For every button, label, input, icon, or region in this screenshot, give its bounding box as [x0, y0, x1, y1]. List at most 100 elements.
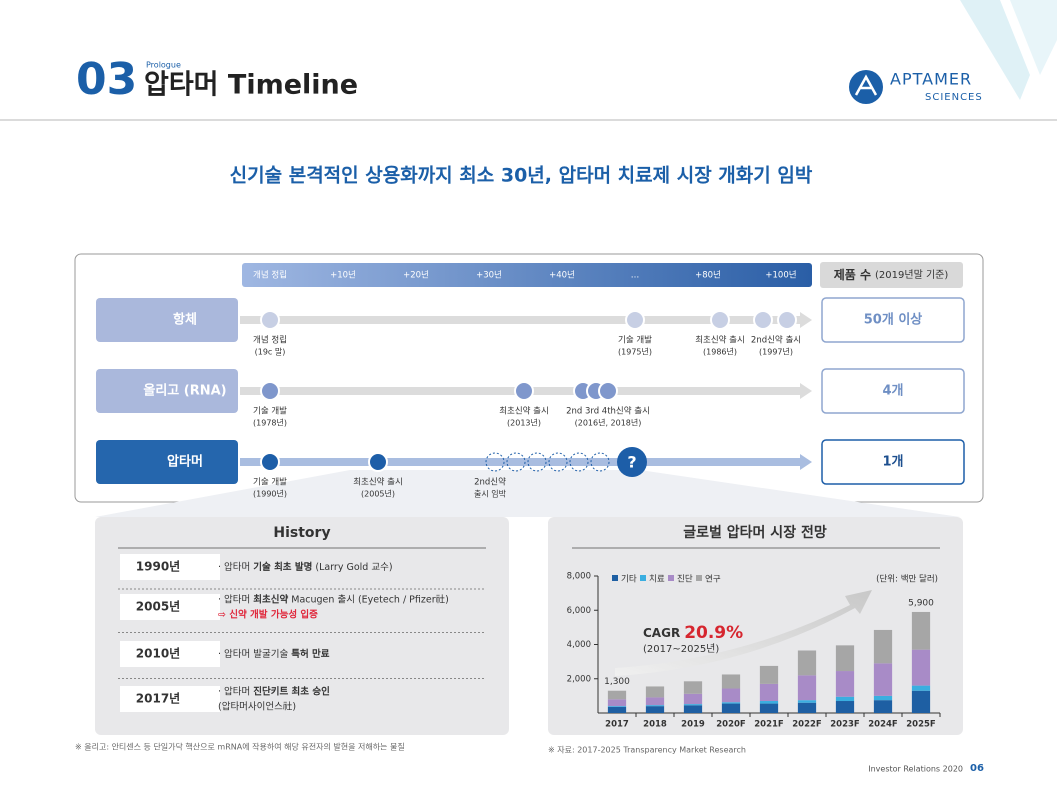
- bar-segment: [607, 699, 627, 707]
- event-sub: (1990년): [253, 489, 287, 499]
- timeline-axis: [242, 263, 812, 287]
- cagr-value: 20.9%: [684, 623, 743, 643]
- event-sub: (19c 말): [255, 348, 286, 357]
- bar-segment: [797, 675, 817, 701]
- bar-segment: [607, 706, 627, 708]
- year-box: [120, 686, 220, 712]
- bar-segment: [835, 696, 855, 702]
- page-number: 06: [970, 763, 984, 774]
- y-tick-label: 8,000: [567, 572, 591, 582]
- axis-label: +80년: [695, 270, 721, 281]
- year-box: [120, 554, 220, 580]
- count-box: [821, 439, 965, 485]
- year-box: [120, 641, 220, 667]
- y-tick-label: 2,000: [567, 674, 591, 684]
- x-tick-label: 2025F: [906, 720, 936, 730]
- timeline-arrowhead: [800, 454, 812, 470]
- event-dot: [260, 310, 280, 330]
- bar-segment: [835, 701, 855, 713]
- bar-segment: [721, 674, 741, 689]
- bar-segment: [645, 686, 665, 698]
- x-tick-label: 2019: [681, 720, 705, 730]
- event-dot: [598, 381, 618, 401]
- bar-segment: [721, 703, 741, 713]
- timeline-arrowhead: [800, 312, 812, 328]
- history-line: · 압타머 진단키트 최초 승인: [218, 685, 330, 697]
- year: 1990년: [136, 560, 180, 574]
- bar-segment: [683, 705, 703, 713]
- event-dot: [514, 381, 534, 401]
- history-text: ⇨ 신약 개발 가능성 입증: [218, 608, 318, 620]
- history-text: · 압타머 발굴기술: [218, 648, 291, 660]
- x-tick-label: 2020F: [716, 720, 746, 730]
- year-box: [120, 594, 220, 620]
- x-tick-label: 2021F: [754, 720, 784, 730]
- cagr: CAGR 20.9%: [643, 623, 743, 643]
- history-text: (Larry Gold 교수): [312, 562, 392, 573]
- year: 2005년: [136, 600, 180, 614]
- history-text: 특허 만료: [291, 648, 330, 660]
- history-line: · 압타머 발굴기술 특허 만료: [218, 648, 330, 660]
- count-box: [821, 297, 965, 343]
- footer-text: Investor Relations 2020: [868, 765, 963, 774]
- bar-segment: [683, 681, 703, 694]
- year: 2017년: [136, 692, 180, 706]
- x-tick-label: 2024F: [868, 720, 898, 730]
- x-tick-label: 2022F: [792, 720, 822, 730]
- history-text: 진단키트 최초 승인: [253, 685, 330, 697]
- bar-segment: [683, 693, 703, 705]
- y-tick-label: 4,000: [567, 640, 591, 650]
- legend-swatch: [612, 575, 618, 581]
- bar-segment: [797, 700, 817, 703]
- legend-swatch: [668, 575, 674, 581]
- event-sub: (2016년, 2018년): [575, 418, 642, 428]
- cagr-period: (2017~2025년): [643, 643, 719, 655]
- logo-name: APTAMER: [890, 70, 972, 89]
- bar-segment: [873, 695, 893, 701]
- event-dot: [590, 452, 610, 472]
- event-sub: (1978년): [253, 418, 287, 428]
- row-name: 항체: [173, 312, 197, 328]
- history-line: · 압타머 최초신약 Macugen 출시 (Eyetech / Pfizer社…: [218, 593, 449, 605]
- event-dot: [527, 452, 547, 472]
- bar-segment: [797, 702, 817, 713]
- chart-title: 글로벌 압타머 시장 전망: [683, 524, 827, 541]
- footnote: ※ 자료: 2017-2025 Transparency Market Rese…: [548, 746, 746, 755]
- future-marker-text: ?: [627, 453, 636, 472]
- prologue: Prologue: [146, 61, 181, 70]
- count-note: (2019년말 기준): [875, 269, 948, 281]
- history-text: · 압타머: [218, 561, 253, 573]
- chart-panel: [548, 517, 963, 735]
- history-line: · 압타머 기술 최초 발명 (Larry Gold 교수): [218, 561, 393, 573]
- row-name: 올리고 (RNA): [143, 383, 226, 399]
- section-number: 03: [76, 54, 137, 105]
- year: 2010년: [136, 647, 180, 661]
- axis-label: +40년: [549, 270, 575, 281]
- history-text: 기술 최초 발명: [253, 561, 312, 573]
- count-box: [821, 368, 965, 414]
- timeline-arrowhead: [800, 383, 812, 399]
- bar-segment: [645, 706, 665, 713]
- count-header-label: 제품 수: [834, 268, 871, 282]
- bar-segment: [873, 700, 893, 713]
- event-label: 기술 개발: [618, 335, 652, 346]
- history-text: 최초신약: [253, 593, 288, 605]
- bar-segment: [873, 663, 893, 696]
- history-text: Macugen 출시 (Eyetech / Pfizer社): [288, 593, 449, 605]
- axis-label: +10년: [330, 270, 356, 281]
- future-marker: [617, 447, 647, 477]
- bar-segment: [759, 683, 779, 702]
- axis-label: 개념 정립: [253, 270, 287, 281]
- event-dot: [710, 310, 730, 330]
- bar-segment: [759, 665, 779, 684]
- event-label: 2nd 3rd 4th신약 출시: [566, 406, 650, 417]
- event-sub: (1975년): [618, 347, 652, 357]
- axis-label: +100년: [765, 270, 796, 281]
- event-sub: (1986년): [703, 347, 737, 357]
- logo-icon: [854, 74, 878, 96]
- bar-segment: [683, 704, 703, 706]
- legend-label: 치료: [649, 575, 665, 585]
- event-dot: [368, 452, 388, 472]
